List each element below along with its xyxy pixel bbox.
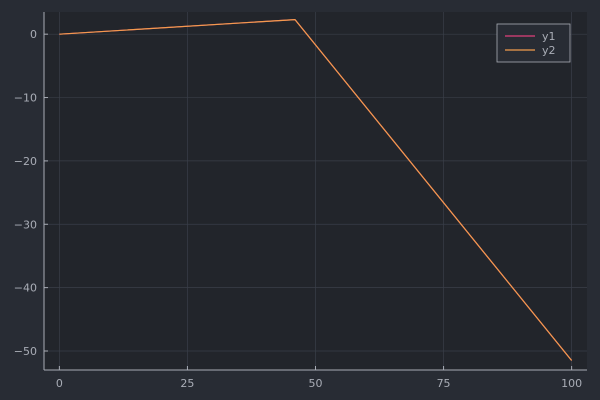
y-tick-label-3: −30 xyxy=(14,218,37,231)
y-tick-label-2: −20 xyxy=(14,155,37,168)
legend-box xyxy=(496,23,571,63)
x-tick-label-4: 100 xyxy=(561,377,582,390)
x-tick-label-2: 50 xyxy=(309,377,323,390)
grid xyxy=(44,12,587,370)
series-group xyxy=(59,19,573,361)
y-tick-label-5: −50 xyxy=(14,345,37,358)
series-line-y2 xyxy=(59,19,573,361)
y-tick-label-1: −10 xyxy=(14,92,37,105)
x-tick-label-3: 75 xyxy=(437,377,451,390)
legend-label-y1: y1 xyxy=(542,30,556,43)
ticks: 0 25 50 75 100 0 −10 −20 −30 −40 −50 xyxy=(14,28,582,390)
x-tick-label-1: 25 xyxy=(180,377,194,390)
y-tick-label-0: 0 xyxy=(30,28,37,41)
y-tick-label-4: −40 xyxy=(14,282,37,295)
x-tick-label-0: 0 xyxy=(56,377,63,390)
legend-label-y2: y2 xyxy=(542,44,556,57)
